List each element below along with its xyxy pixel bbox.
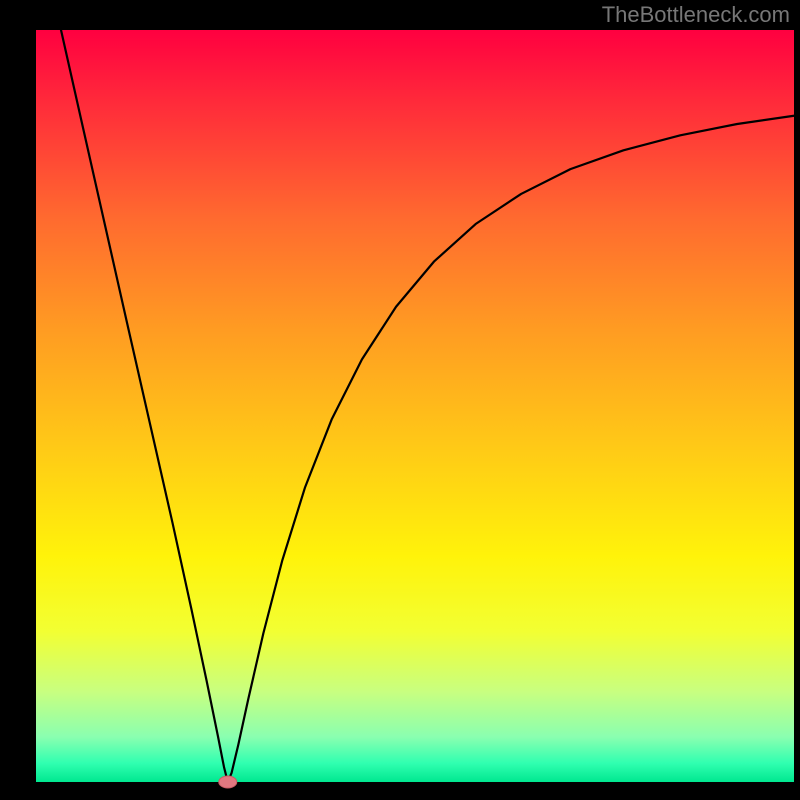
curve-layer [36,30,794,782]
watermark-text: TheBottleneck.com [602,2,790,28]
plot-area [0,0,800,800]
bottleneck-curve [61,30,794,782]
bottleneck-chart: TheBottleneck.com [0,0,800,800]
minimum-marker [219,776,237,788]
